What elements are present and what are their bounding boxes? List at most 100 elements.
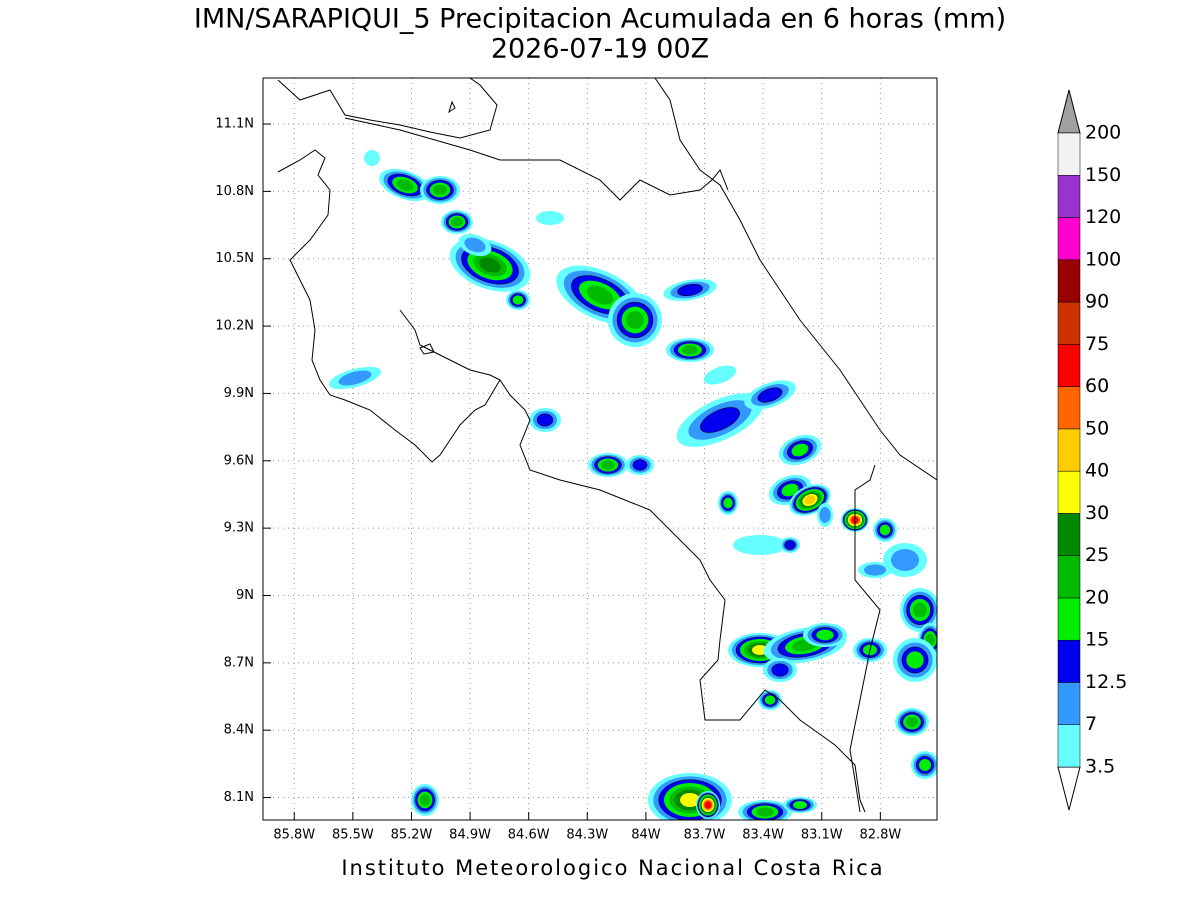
colorbar: 3.5 7 12.5 15 20 25 30 40 50 60 75 90 100 120 150 200 bbox=[1057, 89, 1127, 811]
precip-contour bbox=[791, 443, 809, 457]
precip-contour bbox=[905, 716, 919, 728]
footer: Instituto Meteorologico Nacional Costa R… bbox=[341, 856, 884, 880]
colorbar-label: 200 bbox=[1085, 122, 1121, 144]
colorbar-swatch bbox=[1057, 428, 1081, 472]
precip-contour bbox=[771, 663, 789, 677]
precip-contour bbox=[913, 602, 927, 618]
precip-contour bbox=[433, 184, 447, 196]
colorbar-label: 30 bbox=[1085, 502, 1109, 524]
precip-contour bbox=[704, 801, 712, 809]
precip-contour bbox=[479, 257, 501, 273]
lat-tick-label: 9.6N bbox=[224, 453, 254, 468]
colorbar-label: 40 bbox=[1085, 460, 1109, 482]
precip-contour bbox=[784, 540, 796, 550]
colorbar-swatch bbox=[1057, 259, 1081, 303]
coastline bbox=[277, 149, 866, 813]
lon-tick-label: 84.9W bbox=[449, 828, 491, 843]
precip-contour bbox=[464, 237, 486, 253]
colorbar-swatch bbox=[1057, 513, 1081, 556]
colorbar-label: 60 bbox=[1085, 375, 1109, 397]
lon-tick-label: 84W bbox=[631, 828, 661, 843]
colorbar-swatch bbox=[1057, 132, 1081, 176]
precip-contour bbox=[864, 564, 886, 576]
precip-contour bbox=[733, 535, 787, 555]
island bbox=[419, 343, 435, 355]
lon-tick-label: 83.1W bbox=[801, 828, 843, 843]
lon-tick-label: 85.5W bbox=[332, 828, 374, 843]
precip-contour bbox=[804, 495, 816, 505]
precip-contour bbox=[419, 794, 431, 806]
colorbar-swatch bbox=[1057, 470, 1081, 514]
grid bbox=[263, 78, 937, 820]
lon-tick-label: 83.4W bbox=[742, 828, 784, 843]
colorbar-label: 20 bbox=[1085, 586, 1109, 608]
precip-contour bbox=[793, 801, 807, 809]
precip-contour bbox=[680, 793, 700, 807]
precip-contour bbox=[586, 285, 614, 305]
precip-contour bbox=[536, 413, 554, 427]
nicaragua-coast bbox=[277, 78, 498, 139]
lat-tick-label: 11.1N bbox=[215, 117, 254, 132]
title-line-2: 2026-07-19 00Z bbox=[491, 34, 709, 65]
colorbar-swatch bbox=[1057, 724, 1081, 768]
lat-tick-label: 9N bbox=[236, 588, 254, 603]
colorbar-swatch bbox=[1057, 344, 1081, 387]
precip-contour bbox=[536, 211, 564, 225]
lat-tick-label: 8.7N bbox=[224, 655, 254, 670]
precip-contour bbox=[601, 460, 615, 470]
lon-tick-label: 82.8W bbox=[859, 828, 901, 843]
caribbean-coast bbox=[654, 78, 937, 481]
precip-contour bbox=[764, 695, 776, 705]
precip-contour bbox=[816, 629, 834, 641]
lon-tick-label: 85.8W bbox=[273, 828, 315, 843]
precip-contour bbox=[512, 295, 524, 305]
colorbar-swatch bbox=[1057, 639, 1081, 683]
lon-tick-label: 84.3W bbox=[566, 828, 608, 843]
border-panama bbox=[849, 464, 881, 813]
lon-tick-label: 84.6W bbox=[508, 828, 550, 843]
precip-contour bbox=[723, 497, 733, 509]
precip-contour bbox=[819, 507, 831, 523]
precip-contour bbox=[756, 807, 774, 817]
colorbar-label: 25 bbox=[1085, 544, 1109, 566]
precip-contour bbox=[891, 549, 919, 571]
colorbar-swatch bbox=[1057, 555, 1081, 599]
colorbar-label: 7 bbox=[1085, 713, 1097, 735]
precip-contour bbox=[879, 524, 891, 536]
lat-tick-label: 10.8N bbox=[215, 184, 254, 199]
border-north bbox=[344, 117, 729, 201]
precip-contour bbox=[700, 407, 740, 433]
precip-contour bbox=[364, 150, 380, 166]
colorbar-swatch bbox=[1057, 682, 1081, 725]
colorbar-label: 12.5 bbox=[1085, 671, 1127, 693]
lat-tick-label: 9.9N bbox=[224, 386, 254, 401]
colorbar-swatch bbox=[1057, 386, 1081, 430]
title-line-1: IMN/SARAPIQUI_5 Precipitacion Acumulada … bbox=[194, 4, 1006, 35]
lat-tick-label: 8.4N bbox=[224, 723, 254, 738]
colorbar-label: 150 bbox=[1085, 164, 1121, 186]
precip-contour bbox=[757, 387, 783, 403]
precip-contour bbox=[626, 311, 644, 329]
precip-contour bbox=[632, 459, 648, 471]
colorbar-label: 100 bbox=[1085, 248, 1121, 270]
gulf-of-nicoya bbox=[399, 309, 501, 381]
colorbar-swatch bbox=[1057, 175, 1081, 218]
colorbar-label: 3.5 bbox=[1085, 756, 1115, 778]
colorbar-swatch bbox=[1057, 597, 1081, 641]
colorbar-label: 75 bbox=[1085, 333, 1109, 355]
lat-tick-label: 8.1N bbox=[224, 790, 254, 805]
lon-tick-label: 83.7W bbox=[684, 828, 726, 843]
precip-contour bbox=[919, 759, 931, 771]
colorbar-label: 90 bbox=[1085, 291, 1109, 313]
coastlines bbox=[277, 78, 937, 813]
precip-contour bbox=[451, 217, 463, 227]
island bbox=[448, 100, 456, 114]
precip-contour bbox=[682, 345, 698, 355]
colorbar-label: 50 bbox=[1085, 417, 1109, 439]
lat-tick-label: 10.2N bbox=[215, 319, 254, 334]
colorbar-swatch bbox=[1057, 217, 1081, 261]
precipitation-field bbox=[328, 150, 937, 820]
precip-contour bbox=[677, 283, 703, 297]
